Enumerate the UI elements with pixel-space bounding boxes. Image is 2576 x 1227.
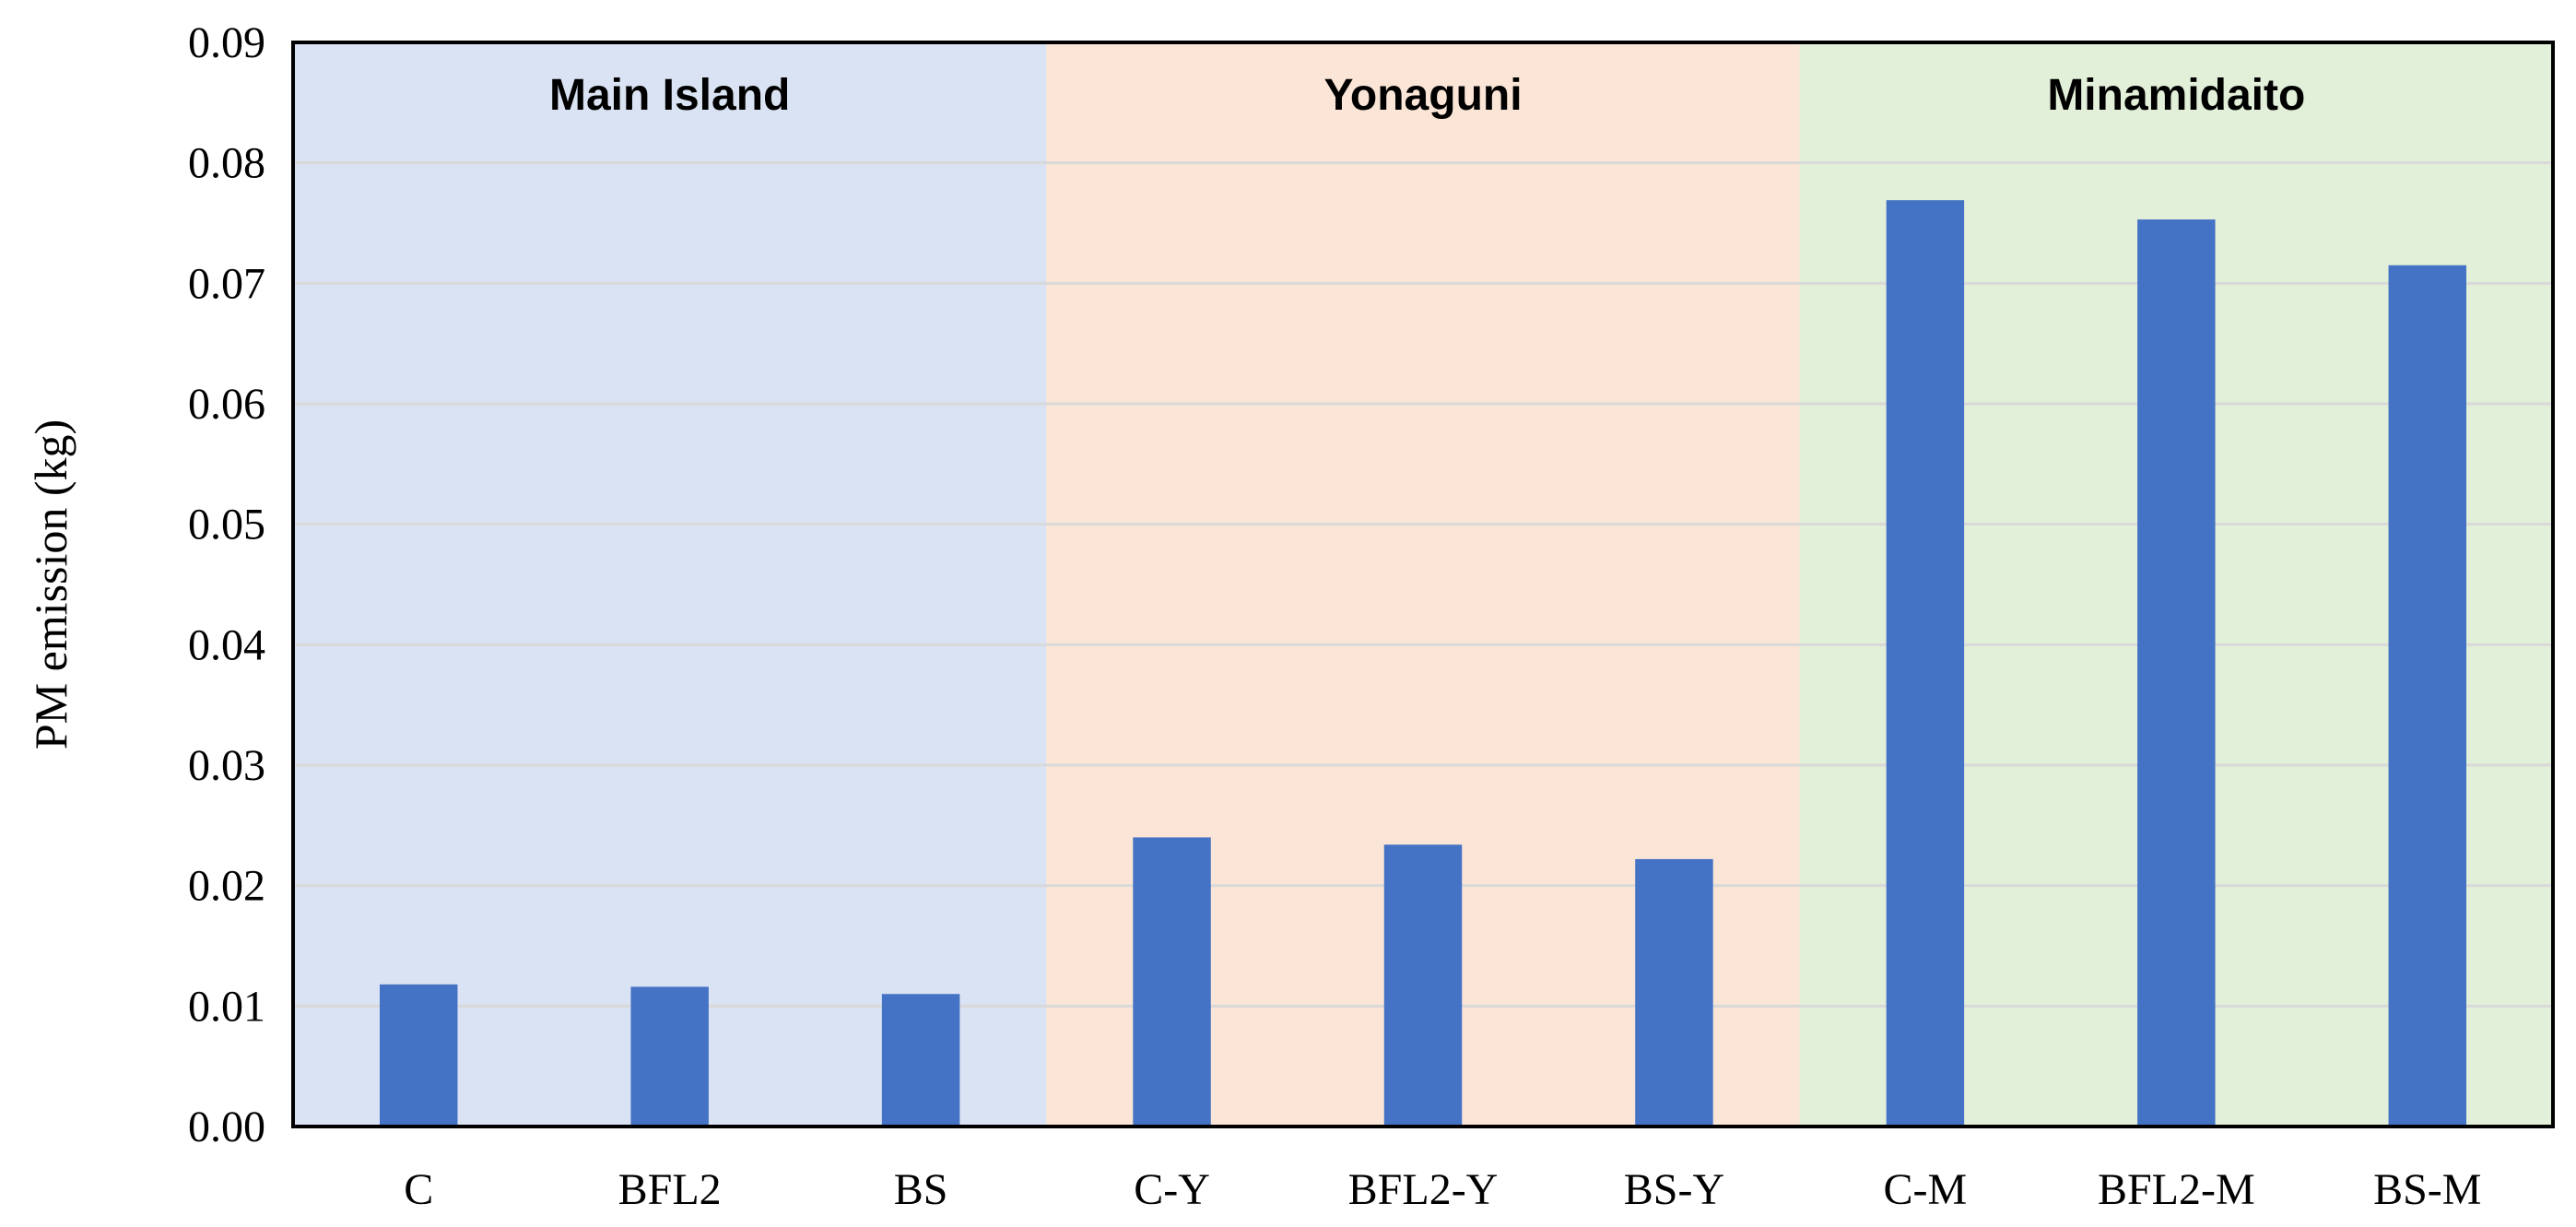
bar-bs	[881, 994, 960, 1127]
x-tick-label: C	[404, 1165, 433, 1214]
plot-border	[291, 41, 2555, 1128]
y-axis-title: PM emission (kg)	[25, 419, 76, 749]
y-axis-ticks: 0.00 0.01 0.02 0.03 0.04 0.05 0.06 0.07 0.08 0.09	[188, 18, 265, 1151]
x-tick-label: C-Y	[1134, 1165, 1210, 1214]
plot-frame	[291, 41, 2555, 1128]
bars	[379, 200, 2467, 1127]
x-tick-label: BS-M	[2373, 1165, 2481, 1214]
region-label: Main Island	[549, 71, 790, 120]
bar-bs-y	[1635, 858, 1713, 1127]
x-tick-label: BS-Y	[1624, 1165, 1724, 1214]
y-tick-label: 0.08	[188, 139, 265, 188]
y-tick-label: 0.09	[188, 18, 265, 67]
x-tick-label: BFL2-Y	[1348, 1165, 1499, 1214]
region-label: Yonaguni	[1323, 71, 1522, 120]
x-tick-label: BFL2-M	[2098, 1165, 2255, 1214]
region-labels: Main Island Yonaguni Minamidaito	[549, 71, 2305, 120]
y-tick-label: 0.06	[188, 380, 265, 429]
y-tick-label: 0.04	[188, 620, 265, 669]
bar-bfl2-y	[1383, 844, 1463, 1127]
x-tick-label: BS	[894, 1165, 948, 1214]
y-tick-label: 0.01	[188, 982, 265, 1031]
region-label: Minamidaito	[2047, 71, 2305, 120]
bar-bfl2-m	[2137, 219, 2216, 1127]
region-background-1	[293, 42, 1047, 1127]
y-tick-label: 0.03	[188, 741, 265, 790]
x-tick-label: BFL2	[618, 1165, 722, 1214]
bar-c-m	[1886, 200, 1965, 1127]
x-axis-ticks: C BFL2 BS C-Y BFL2-Y BS-Y C-M BFL2-M BS-M	[404, 1165, 2481, 1214]
bar-bfl2	[630, 986, 709, 1127]
bar-bs-m	[2388, 265, 2467, 1127]
y-tick-label: 0.00	[188, 1103, 265, 1151]
y-tick-label: 0.02	[188, 862, 265, 911]
y-tick-label: 0.05	[188, 501, 265, 549]
bar-c-y	[1133, 837, 1211, 1127]
y-tick-label: 0.07	[188, 259, 265, 308]
x-tick-label: C-M	[1884, 1165, 1968, 1214]
bar-c	[379, 984, 458, 1127]
